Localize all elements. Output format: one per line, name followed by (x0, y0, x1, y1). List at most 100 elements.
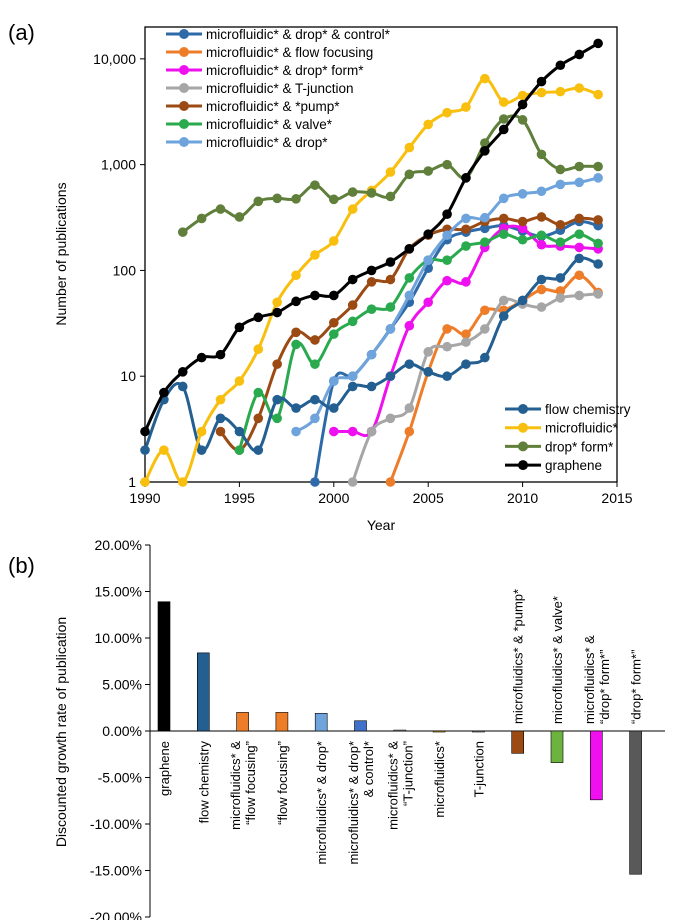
data-point (536, 284, 547, 295)
data-point (347, 426, 358, 437)
data-point (536, 149, 547, 160)
data-point (347, 187, 358, 197)
data-point (442, 255, 452, 265)
data-point (593, 259, 603, 269)
data-point (347, 381, 358, 392)
data-point (536, 230, 547, 241)
data-point (574, 177, 585, 188)
legend-label: microfluidic* & T-junction (206, 81, 354, 96)
legend-swatch-marker (179, 29, 189, 39)
data-point (253, 196, 264, 207)
data-point (442, 230, 452, 241)
data-point (404, 320, 415, 331)
data-point (385, 413, 396, 424)
data-point (215, 349, 226, 360)
legend-label: graphene (545, 458, 602, 473)
data-point (423, 347, 434, 357)
data-point (404, 290, 415, 301)
data-point (498, 114, 509, 124)
data-point (498, 311, 509, 321)
series-drop-form (177, 114, 603, 237)
data-point (536, 239, 547, 250)
data-point (177, 227, 188, 237)
panel-b-category-labels: graphene flow chemistry microfluidics* & “f… (157, 589, 644, 865)
legend-label: drop* form* (545, 439, 614, 454)
data-point (253, 413, 264, 424)
data-point (574, 290, 585, 301)
legend-label: microfluidic* (545, 421, 619, 436)
data-point (272, 394, 282, 405)
y-tick-label: 10 (120, 368, 136, 384)
data-point (329, 236, 339, 246)
data-point (366, 426, 377, 437)
data-point (140, 477, 150, 487)
data-point (517, 216, 528, 227)
data-point (234, 426, 245, 437)
category-label: “flow focusing” (275, 741, 290, 825)
x-tick-label: 2010 (507, 490, 538, 506)
category-label: microfluidics* & drop* (314, 741, 329, 865)
bar-microfluidics-drop (314, 713, 328, 732)
x-tick-label: 1990 (129, 490, 160, 506)
panel-a-legend-bottom: flow chemistry microfluidic* drop* form* gr… (505, 402, 631, 473)
data-point (347, 204, 358, 214)
data-point (593, 89, 603, 100)
data-point (385, 371, 396, 382)
panel-b-y-axis-title: Discounted growth rate of publication (53, 617, 69, 847)
legend-swatch-marker (179, 47, 189, 57)
y-tick-label: 15.00% (95, 584, 142, 600)
data-point (196, 445, 207, 455)
data-point (442, 159, 452, 170)
bar-microfluidics-drop-form (589, 730, 603, 801)
panel-a-legend-top: microfluidic* & drop* & control* microflu… (166, 27, 391, 150)
data-point (234, 376, 245, 386)
data-point (404, 244, 415, 254)
data-point (385, 274, 396, 285)
data-point (480, 146, 490, 156)
legend-item-microfluidic-drop-form: microfluidic* & drop* form* (166, 63, 364, 78)
data-point (310, 335, 320, 345)
y-tick-label: 100 (113, 262, 137, 278)
data-point (310, 180, 320, 190)
legend-item-microfluidic-t-junction: microfluidic* & T-junction (166, 81, 354, 96)
data-point (215, 394, 226, 405)
legend-swatch-marker (179, 101, 189, 111)
data-point (159, 387, 169, 398)
category-label: microfluidics* & *pump* (511, 589, 526, 724)
data-point (366, 188, 377, 198)
bar-flow-focusing (275, 712, 289, 732)
data-point (329, 290, 339, 301)
data-point (480, 324, 490, 334)
data-point (329, 376, 339, 386)
data-point (234, 445, 245, 455)
data-point (498, 213, 509, 224)
data-point (177, 477, 188, 487)
data-point (404, 426, 415, 437)
data-point (498, 193, 509, 204)
category-label: “flow focusing” (243, 741, 258, 825)
series-microfluidic-t-junction (347, 289, 603, 487)
data-point (291, 296, 301, 307)
legend-item-microfluidic-valve: microfluidic* & valve* (166, 117, 333, 132)
legend-label: microfluidic* & drop* & control* (206, 27, 391, 42)
legend-label: microfluidic* & *pump* (206, 99, 340, 114)
legend-swatch-marker (179, 119, 189, 129)
data-point (385, 167, 396, 177)
data-point (574, 242, 585, 253)
legend-swatch-marker (179, 83, 189, 93)
category-label: microfluidics* & valve* (550, 596, 565, 724)
bar-t-junction (472, 730, 485, 733)
legend-item-flow-chemistry: flow chemistry (505, 402, 631, 417)
bar-microfluidics-valve (550, 730, 564, 763)
data-point (404, 273, 415, 283)
data-point (310, 413, 320, 424)
x-tick-label: 2000 (318, 490, 349, 506)
panel-b-label: (b) (8, 553, 35, 578)
data-point (404, 403, 415, 413)
data-point (536, 274, 547, 285)
data-point (177, 381, 188, 392)
data-point (461, 337, 471, 347)
data-point (555, 164, 566, 175)
data-point (404, 359, 415, 369)
